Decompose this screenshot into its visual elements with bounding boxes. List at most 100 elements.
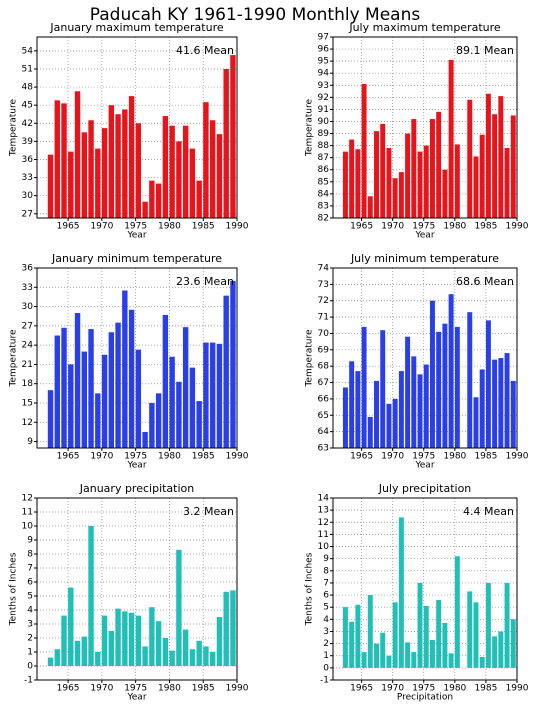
y-tick-label: 87: [318, 153, 329, 163]
bar: [398, 371, 404, 448]
bar: [355, 371, 361, 448]
bar: [128, 96, 135, 218]
x-tick-label: 1985: [474, 684, 497, 694]
bar: [230, 55, 236, 218]
panel: January precipitation Year Tenths of Inche…: [9, 482, 249, 703]
bar: [115, 608, 121, 666]
bar: [492, 114, 498, 218]
mean-annotation: 23.6 Mean: [176, 275, 234, 288]
y-tick-label: 66: [318, 394, 330, 404]
bar: [442, 622, 448, 668]
y-tick-label: 36: [22, 155, 34, 165]
bar: [108, 332, 115, 448]
y-tick-label: 27: [22, 321, 33, 331]
bar: [417, 582, 423, 668]
bar: [88, 120, 94, 218]
bar: [209, 342, 216, 448]
bar: [54, 649, 60, 666]
bar: [361, 84, 367, 218]
x-tick-label: 1990: [506, 684, 529, 694]
plot-frame: [332, 36, 518, 219]
bar: [423, 605, 429, 668]
bar: [504, 353, 510, 448]
bars: [342, 294, 516, 448]
y-tick-label: 9: [27, 536, 33, 546]
bar: [386, 403, 392, 448]
y-tick-label: 12: [318, 518, 329, 528]
bar: [367, 196, 373, 218]
bar: [74, 91, 81, 218]
plot-frame: [332, 267, 518, 449]
bar: [135, 615, 142, 666]
x-tick-label: 1970: [381, 222, 404, 232]
bar: [81, 351, 87, 448]
y-tick-label: 42: [22, 119, 33, 129]
y-tick-label: 11: [22, 508, 33, 518]
bar: [68, 151, 74, 218]
bar: [95, 393, 101, 448]
x-tick-label: 1990: [226, 222, 249, 232]
x-tick-label: 1985: [474, 452, 497, 462]
mean-annotation: 68.6 Mean: [456, 275, 514, 288]
y-tick-label: 84: [318, 189, 330, 199]
bar: [510, 619, 516, 668]
x-tick-label: 1975: [412, 684, 435, 694]
bar: [223, 591, 229, 666]
mean-annotation: 89.1 Mean: [456, 44, 514, 57]
bar: [492, 636, 498, 668]
bar: [442, 169, 448, 218]
bar: [122, 290, 128, 448]
bar: [216, 134, 223, 218]
y-tick-label: 12: [22, 418, 33, 428]
bar: [81, 132, 87, 218]
bar: [386, 148, 392, 218]
bar: [203, 342, 209, 448]
bar: [349, 621, 355, 668]
bar: [374, 380, 379, 448]
bar: [349, 139, 355, 218]
bar: [374, 643, 379, 668]
panel: July maximum temperatureYearTemperature8…: [305, 21, 529, 241]
x-tick-label: 1965: [57, 452, 80, 462]
x-tick-label: 1985: [192, 684, 215, 694]
bar: [169, 356, 175, 448]
bar: [392, 398, 398, 448]
panel: July precipitation Precipitation Tenths of…: [305, 482, 529, 703]
bar: [429, 300, 435, 448]
figure-title: Paducah KY 1961-1990 Monthly Means: [90, 5, 421, 25]
x-tick-label: 1970: [90, 684, 113, 694]
bar: [54, 335, 60, 448]
y-tick-label: 9: [27, 437, 33, 447]
bar: [498, 358, 504, 448]
x-tick-label: 1975: [412, 222, 435, 232]
y-tick-label: 72: [318, 296, 329, 306]
bar: [485, 320, 491, 448]
bar: [405, 336, 411, 448]
y-tick-label: 63: [318, 444, 329, 454]
plot-frame: [36, 267, 238, 449]
plot-frame: [36, 36, 238, 219]
bar: [436, 111, 442, 218]
y-tick-label: 3: [27, 620, 33, 630]
bar: [47, 154, 54, 218]
bar: [162, 638, 169, 666]
bar: [342, 387, 348, 448]
bar: [230, 590, 236, 666]
plot-frame: [332, 497, 518, 681]
y-tick-label: 54: [22, 46, 34, 56]
x-tick-label: 1970: [381, 452, 404, 462]
y-tick-label: 0: [323, 663, 329, 673]
y-tick-label: 51: [22, 64, 33, 74]
y-tick-label: 90: [318, 117, 330, 127]
bars: [47, 280, 236, 448]
y-tick-label: 11: [318, 530, 329, 540]
bar: [423, 364, 429, 448]
bar: [485, 93, 491, 218]
bar: [81, 636, 87, 666]
bar: [95, 148, 101, 218]
bar: [398, 172, 404, 218]
panel: January minimum temperature Year Temperatu…: [9, 252, 249, 471]
panel-title: July maximum temperature: [348, 21, 501, 34]
y-axis-label: Tenths of Inches: [305, 552, 315, 626]
bar: [61, 103, 67, 218]
